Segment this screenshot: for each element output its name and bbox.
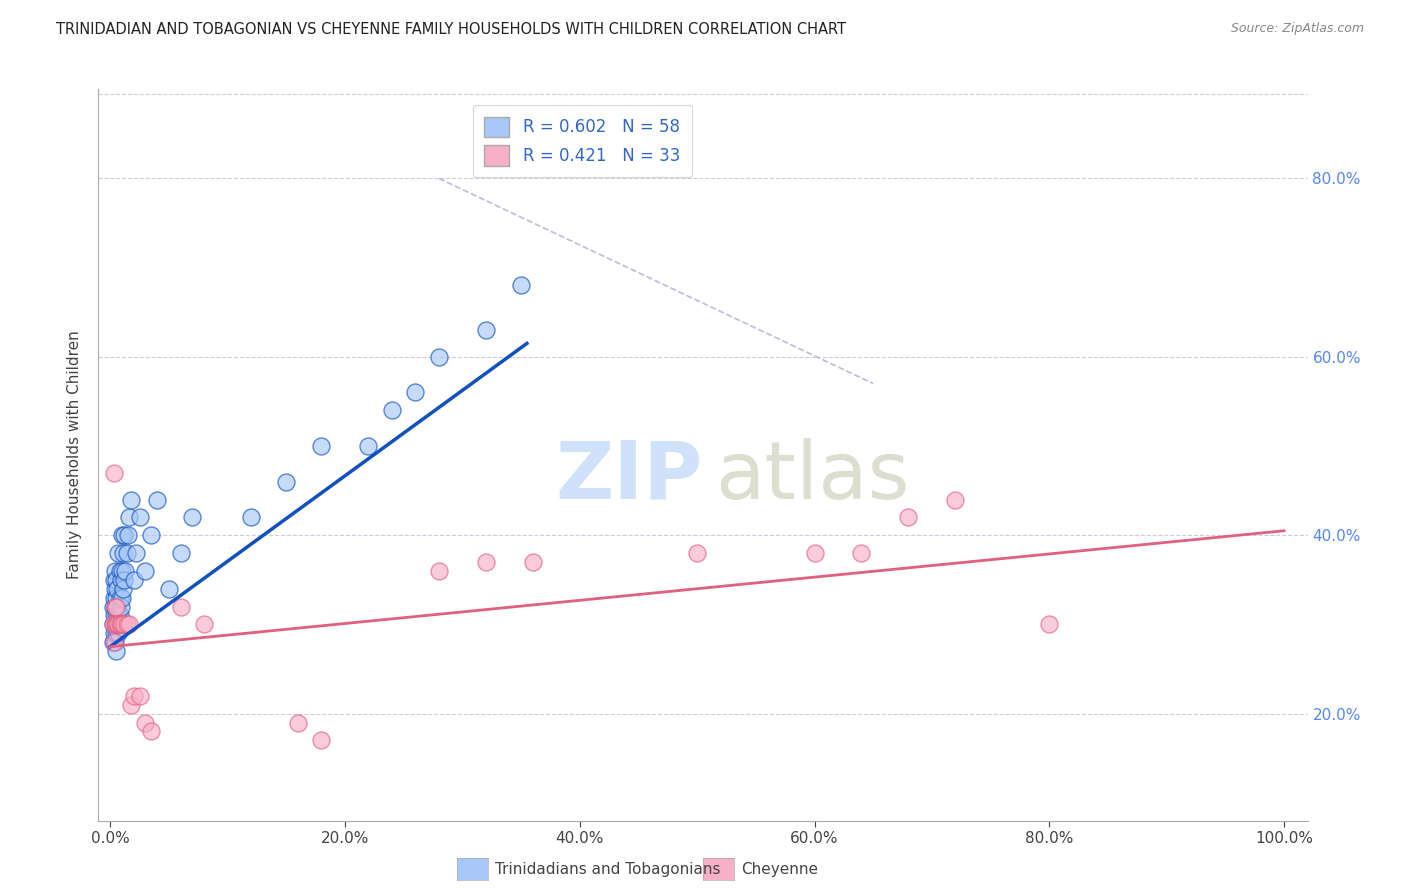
- Point: [120, 698, 142, 712]
- Point: [104, 564, 127, 578]
- Text: TRINIDADIAN AND TOBAGONIAN VS CHEYENNE FAMILY HOUSEHOLDS WITH CHILDREN CORRELATI: TRINIDADIAN AND TOBAGONIAN VS CHEYENNE F…: [56, 22, 846, 37]
- Point: [101, 635, 124, 649]
- Point: [897, 510, 920, 524]
- Point: [381, 403, 404, 417]
- Point: [104, 599, 127, 614]
- Point: [112, 546, 135, 560]
- Point: [101, 599, 124, 614]
- Point: [287, 715, 309, 730]
- Point: [169, 546, 191, 560]
- Point: [125, 546, 148, 560]
- Point: [1038, 617, 1060, 632]
- Point: [851, 546, 873, 560]
- Point: [141, 724, 163, 739]
- Point: [510, 278, 533, 293]
- Point: [110, 573, 132, 587]
- Point: [112, 573, 135, 587]
- Legend: R = 0.602   N = 58, R = 0.421   N = 33: R = 0.602 N = 58, R = 0.421 N = 33: [472, 105, 692, 178]
- Point: [104, 617, 127, 632]
- Point: [112, 528, 135, 542]
- Text: Trinidadians and Tobagonians: Trinidadians and Tobagonians: [495, 863, 720, 877]
- Point: [108, 617, 131, 632]
- Point: [105, 591, 128, 605]
- Point: [276, 475, 298, 489]
- Point: [522, 555, 544, 569]
- Point: [240, 510, 263, 524]
- Point: [146, 492, 169, 507]
- Point: [134, 715, 156, 730]
- Point: [110, 599, 132, 614]
- Point: [115, 617, 138, 632]
- Point: [122, 573, 145, 587]
- Point: [103, 466, 125, 480]
- Point: [103, 635, 125, 649]
- Point: [111, 528, 134, 542]
- Point: [128, 689, 150, 703]
- Point: [108, 564, 131, 578]
- Point: [104, 582, 127, 596]
- Point: [105, 644, 128, 658]
- Point: [101, 617, 124, 632]
- Point: [115, 546, 138, 560]
- Point: [108, 591, 131, 605]
- Point: [141, 528, 163, 542]
- Point: [111, 591, 134, 605]
- Point: [105, 608, 128, 623]
- Point: [107, 546, 129, 560]
- Point: [107, 626, 129, 640]
- Text: atlas: atlas: [716, 438, 910, 516]
- Point: [181, 510, 204, 524]
- Point: [404, 385, 426, 400]
- Point: [427, 564, 450, 578]
- Point: [104, 617, 127, 632]
- Point: [803, 546, 825, 560]
- Point: [104, 635, 127, 649]
- Point: [357, 439, 380, 453]
- Point: [427, 350, 450, 364]
- Point: [105, 582, 128, 596]
- Point: [134, 564, 156, 578]
- Point: [105, 617, 128, 632]
- Point: [108, 608, 131, 623]
- Point: [105, 617, 128, 632]
- Point: [475, 555, 498, 569]
- Point: [117, 528, 139, 542]
- Point: [107, 608, 129, 623]
- Point: [157, 582, 180, 596]
- Point: [105, 599, 128, 614]
- Point: [193, 617, 215, 632]
- Point: [105, 617, 128, 632]
- Point: [110, 617, 132, 632]
- Text: ZIP: ZIP: [555, 438, 703, 516]
- Point: [122, 689, 145, 703]
- Point: [111, 564, 134, 578]
- Y-axis label: Family Households with Children: Family Households with Children: [67, 331, 83, 579]
- Point: [101, 617, 124, 632]
- Point: [107, 617, 129, 632]
- Text: Cheyenne: Cheyenne: [741, 863, 818, 877]
- Point: [475, 323, 498, 337]
- Point: [945, 492, 967, 507]
- Point: [103, 626, 125, 640]
- Point: [686, 546, 709, 560]
- Point: [169, 599, 191, 614]
- Point: [114, 564, 136, 578]
- Point: [105, 599, 128, 614]
- Point: [111, 617, 134, 632]
- Point: [112, 582, 135, 596]
- Point: [104, 599, 127, 614]
- Point: [105, 573, 128, 587]
- Point: [311, 733, 333, 747]
- Point: [112, 617, 135, 632]
- Point: [105, 626, 128, 640]
- Point: [118, 617, 141, 632]
- Point: [128, 510, 150, 524]
- Point: [103, 591, 125, 605]
- Point: [311, 439, 333, 453]
- Point: [103, 608, 125, 623]
- Text: Source: ZipAtlas.com: Source: ZipAtlas.com: [1230, 22, 1364, 36]
- Point: [120, 492, 142, 507]
- Point: [103, 573, 125, 587]
- Point: [118, 510, 141, 524]
